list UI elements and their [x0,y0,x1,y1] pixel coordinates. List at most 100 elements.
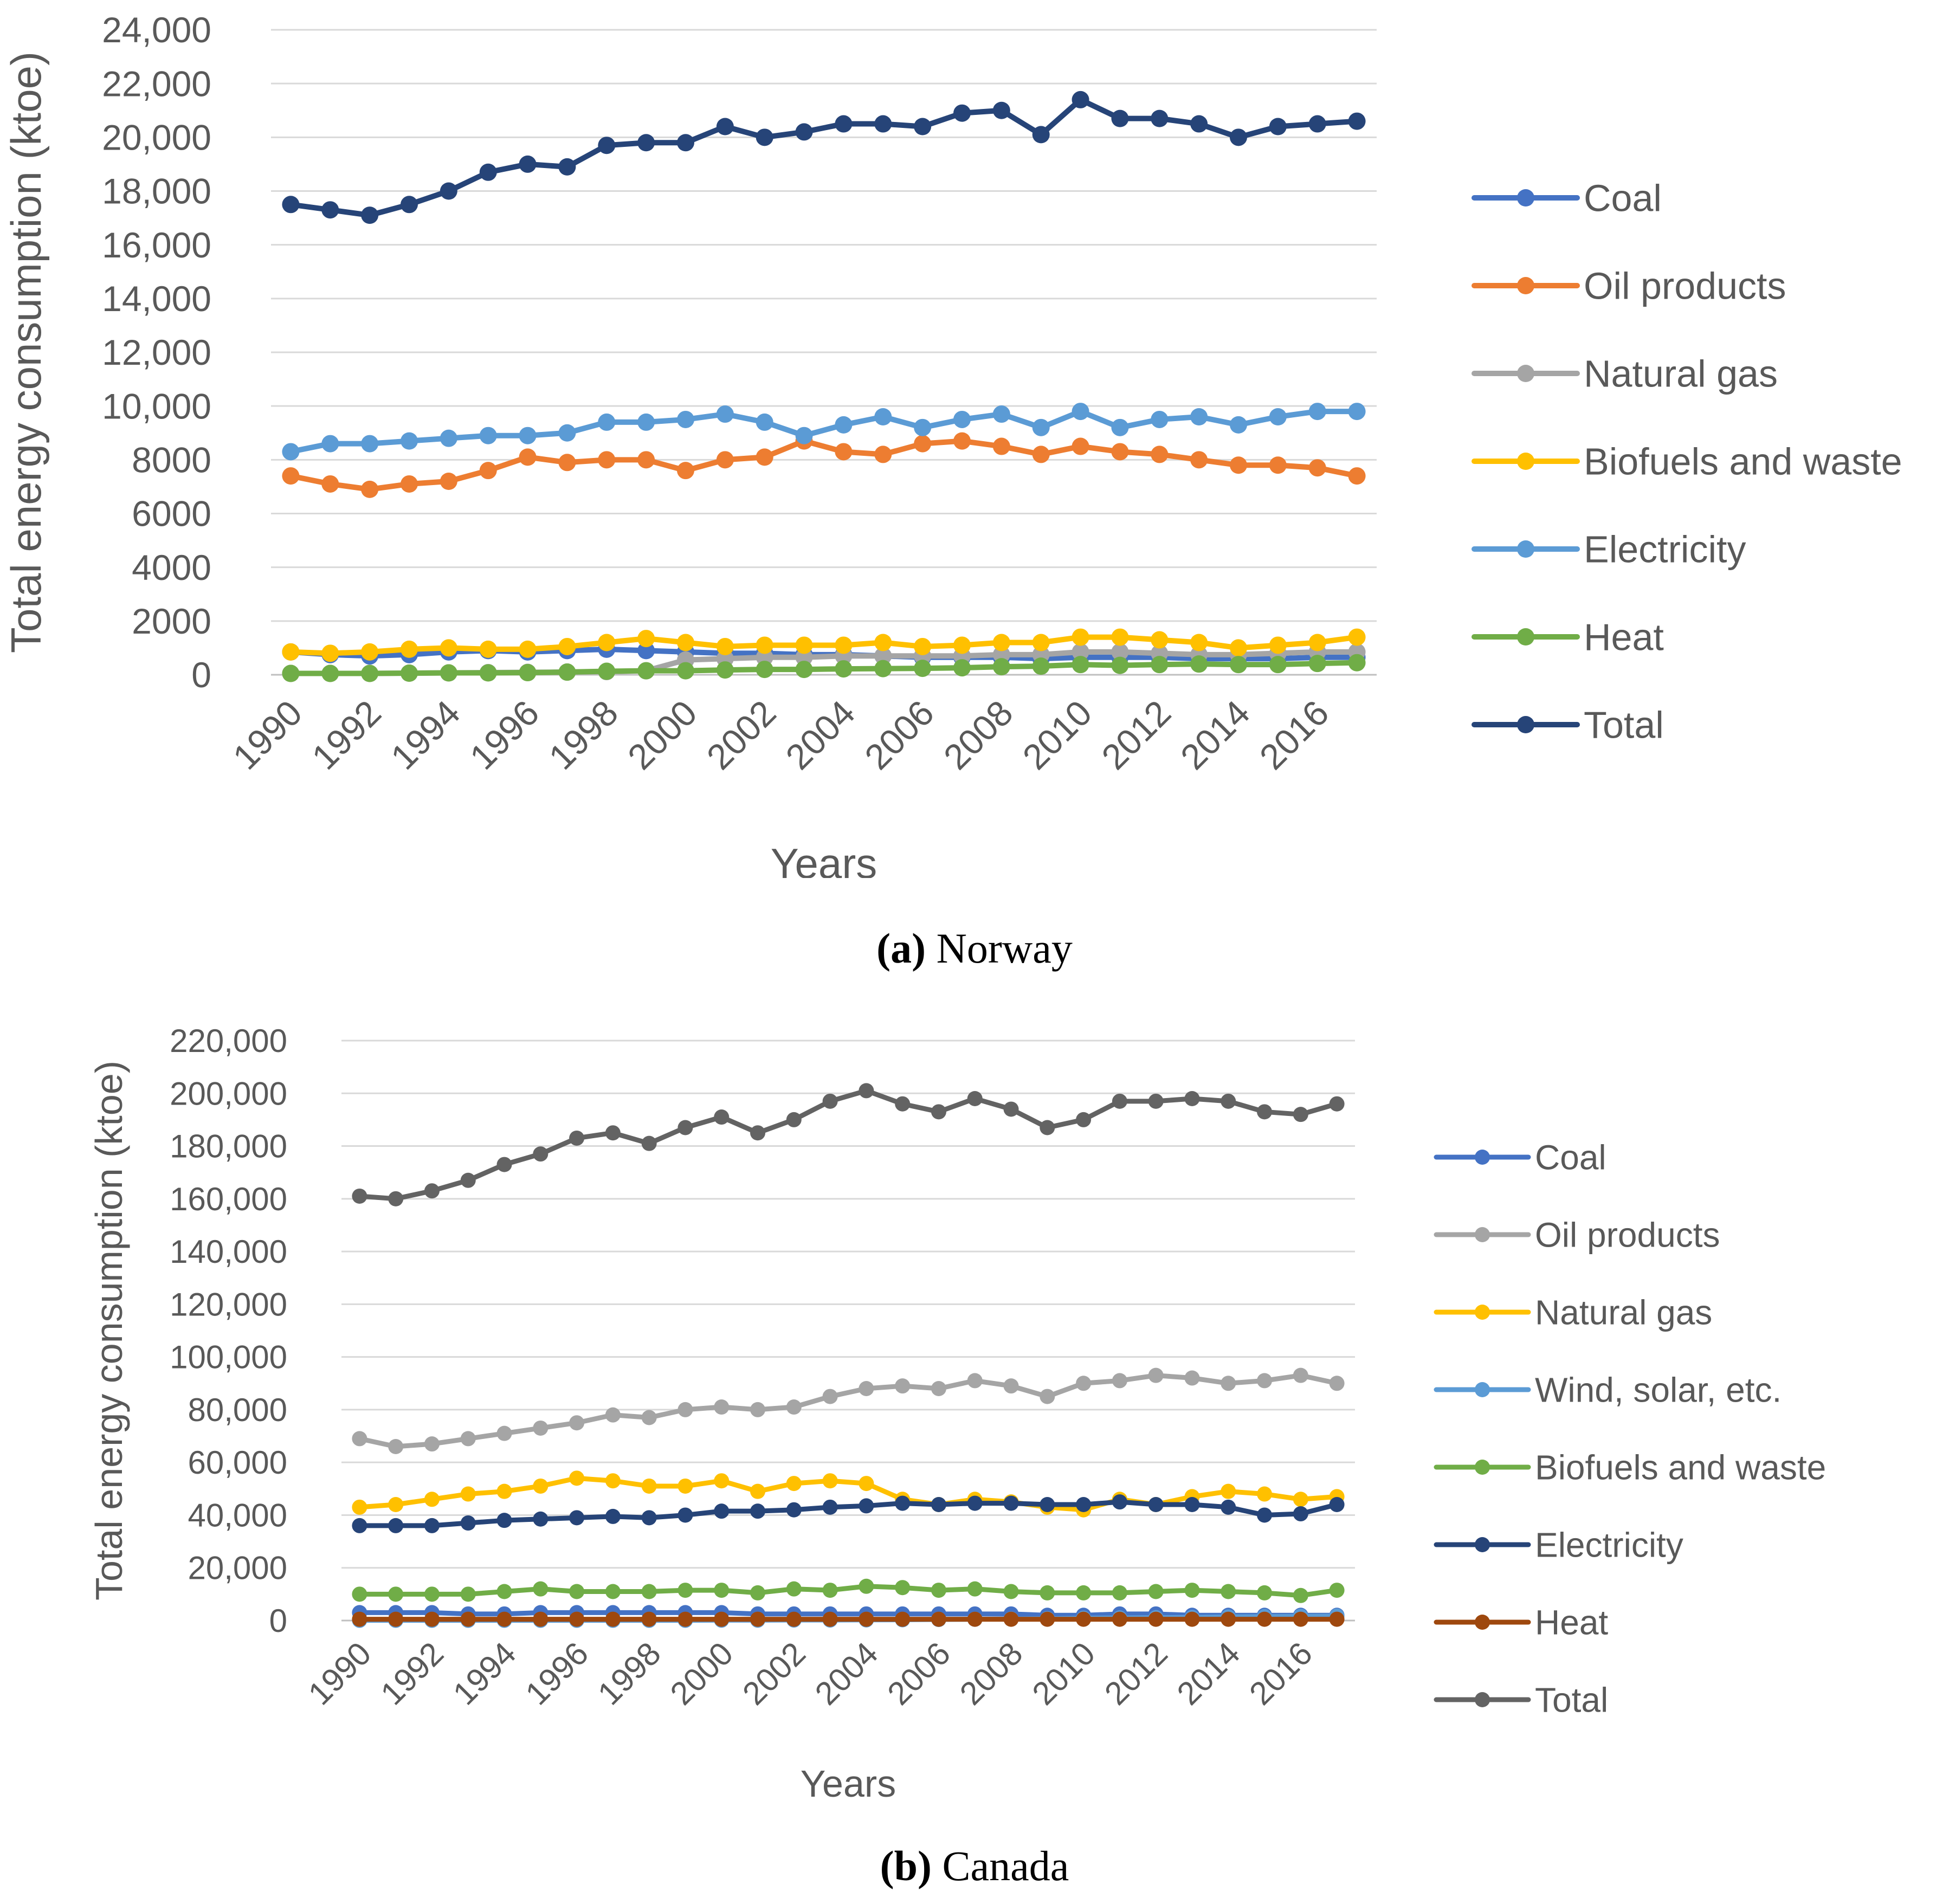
data-point-heat [795,661,813,679]
data-point-electricity [558,424,576,442]
norway-chart: 0 2000 4000 6000 8000 10,000 12,000 14,000 16,00… [2,10,1902,878]
data-point-biofuels-and-waste [1230,639,1247,657]
data-point-biofuels-and-waste [756,636,773,654]
data-point-biofuels-and-waste [716,637,734,655]
x-tick-label: 1990 [225,693,309,777]
data-point-biofuels-and-waste [569,1584,585,1599]
data-point-total [605,1125,621,1141]
data-point-biofuels-and-waste [1257,1585,1273,1600]
y-tick-label: 22,000 [102,63,211,104]
x-tick-label: 2016 [1242,1635,1319,1712]
data-point-biofuels-and-waste [1329,1583,1345,1598]
data-point-total [641,1135,657,1151]
y-tick-label: 6000 [132,494,211,534]
data-point-heat [1072,656,1089,674]
data-point-oil-products [1329,1376,1345,1391]
data-point-heat [914,660,932,677]
legend-marker [1517,453,1534,470]
y-tick-label: 8000 [132,440,211,480]
data-point-total [1221,1093,1236,1109]
data-point-total [1148,1093,1164,1109]
data-point-biofuels-and-waste [533,1581,548,1597]
data-point-oil-products [822,1389,838,1404]
data-point-heat [637,662,655,680]
data-point-oil-products [1308,459,1326,477]
data-point-natural-gas [1257,1486,1273,1502]
legend-marker [1475,1382,1490,1397]
data-point-natural-gas [756,648,773,666]
data-point-electricity [874,408,892,425]
data-point-biofuels-and-waste [677,634,694,651]
x-tick-label: 2012 [1098,1635,1174,1712]
data-point-oil-products [1003,1378,1019,1394]
data-point-natural-gas [533,1478,548,1494]
y-tick-label: 0 [191,655,211,695]
legend-item: Natural gas [1472,353,1778,395]
data-point-electricity [479,427,497,444]
x-tick-label: 2006 [857,693,941,777]
x-tick-label: 1996 [462,693,546,777]
data-point-oil-products [756,448,773,466]
data-point-electricity [1257,1507,1273,1523]
data-point-biofuels-and-waste [401,640,418,658]
series-line-total [357,1088,1340,1202]
data-point-biofuels-and-waste [1221,1584,1236,1599]
data-point-electricity [637,413,655,431]
series-electricity [282,403,1366,461]
data-point-total [822,1093,838,1109]
data-point-heat [401,664,418,682]
data-point-heat [677,1611,693,1627]
data-point-total [1072,91,1089,108]
legend-label: Total [1535,1680,1608,1719]
data-point-oil-products [388,1439,404,1454]
data-point-oil-products [895,1378,911,1394]
data-point-biofuels-and-waste [519,640,537,658]
x-axis-title: Years [771,840,877,878]
legend-marker [1517,365,1534,382]
data-point-biofuels-and-waste [440,639,457,657]
data-point-electricity [1032,418,1050,436]
data-point-electricity [835,416,853,434]
data-point-total [756,128,773,146]
data-point-total [677,134,694,152]
data-point-total [1329,1096,1345,1112]
data-point-electricity [992,405,1010,423]
canada-chart: 0 20,000 40,000 60,000 80,000 100,000 120,000 1… [88,1023,1826,1805]
data-point-oil-products [605,1407,621,1423]
data-point-natural-gas [822,1473,838,1489]
data-point-oil-products [1151,446,1169,463]
data-point-natural-gas [388,1497,404,1512]
y-tick-label: 80,000 [188,1392,287,1428]
data-point-biofuels-and-waste [967,1581,983,1597]
data-point-biofuels-and-waste [786,1581,802,1597]
data-point-heat [1293,1611,1308,1627]
series-total [352,1083,1345,1206]
data-point-natural-gas [874,647,892,665]
data-point-electricity [750,1503,766,1519]
data-point-heat [533,1611,548,1627]
data-point-total [440,182,457,200]
data-point-total [282,196,300,214]
data-point-heat [1348,654,1366,672]
y-axis-title: Total energy consumption (ktoe) [88,1061,130,1600]
data-point-heat [874,660,892,677]
x-tick-label: 2012 [1094,693,1178,777]
data-point-oil-products [1293,1367,1308,1383]
data-point-natural-gas [1293,1492,1308,1507]
data-point-natural-gas [641,1478,657,1494]
series-line-coal [357,1610,1340,1618]
y-tick-label: 10,000 [102,386,211,426]
legend-label: Total [1584,704,1664,746]
data-point-oil-products [1184,1370,1200,1386]
data-point-biofuels-and-waste [992,634,1010,651]
data-point-natural-gas [1221,1483,1236,1499]
data-point-natural-gas [750,1483,766,1499]
data-point-total [1269,118,1287,135]
data-point-total [795,123,813,141]
x-tick-label: 1990 [301,1635,378,1712]
data-point-total [931,1104,946,1120]
data-point-heat [605,1611,621,1627]
x-tick-label: 2008 [953,1635,1030,1712]
data-point-oil-products [1148,1367,1164,1383]
data-point-total [558,158,576,176]
